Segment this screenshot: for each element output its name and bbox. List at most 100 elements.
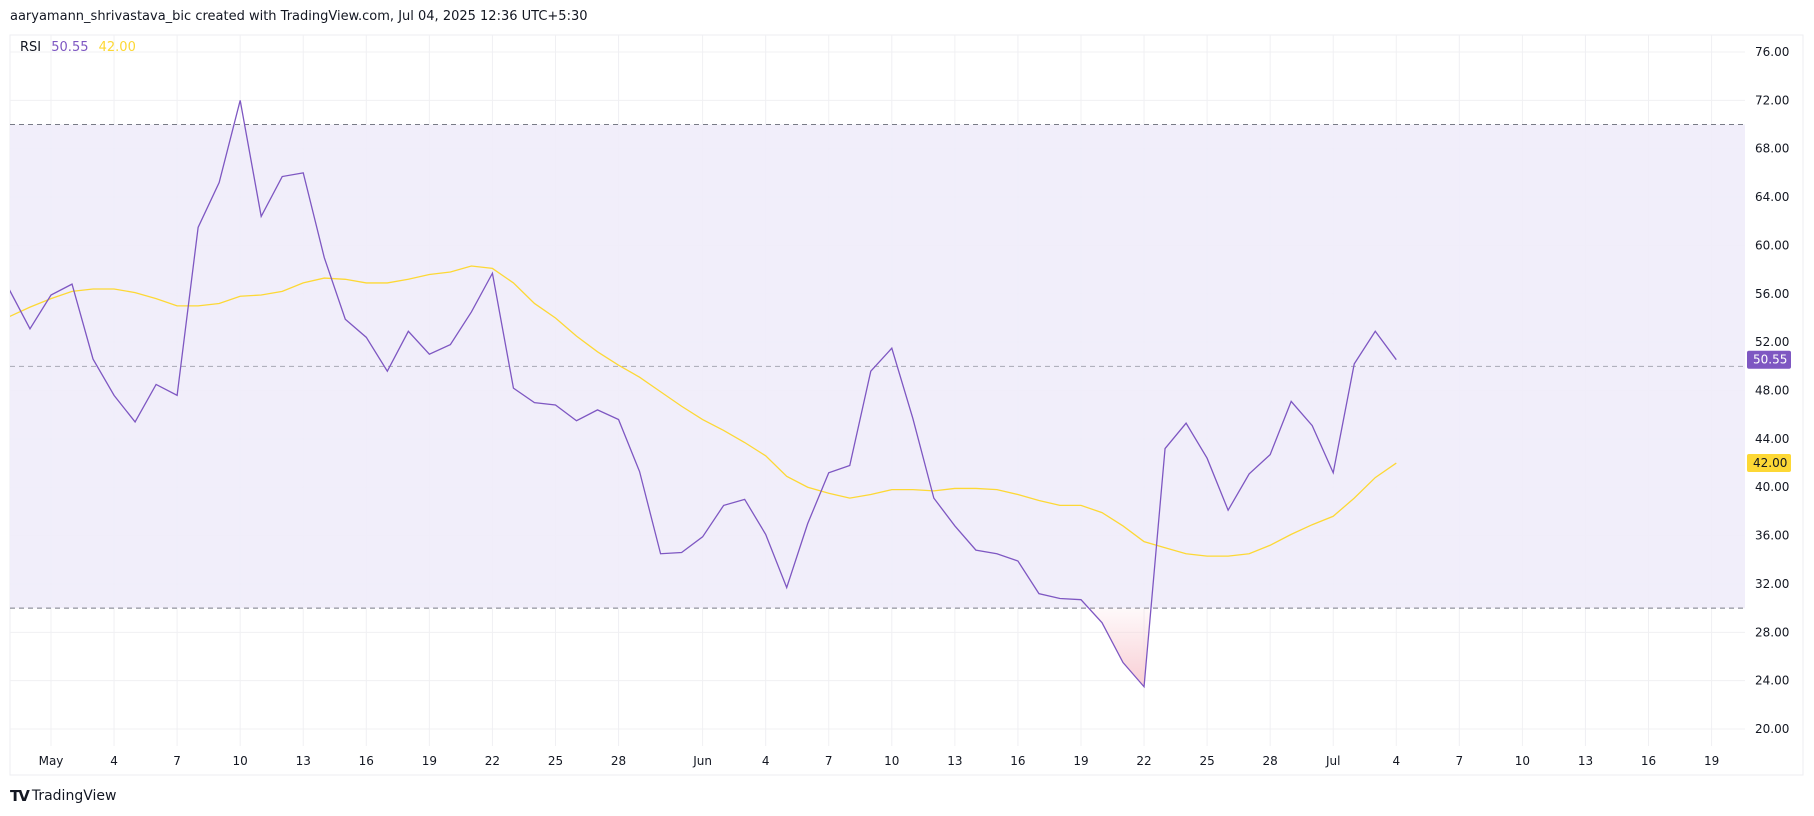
x-tick-label: 28 — [611, 754, 626, 768]
ma-point — [70, 289, 74, 293]
x-tick-label: 16 — [1010, 754, 1025, 768]
rsi-point — [953, 524, 957, 528]
ma-point — [743, 441, 747, 445]
rsi-point — [280, 175, 284, 179]
x-tick-label: 22 — [485, 754, 500, 768]
rsi-point — [827, 471, 831, 475]
y-tick-label: 72.00 — [1755, 93, 1789, 107]
ma-point — [91, 287, 95, 291]
rsi-point — [1331, 471, 1335, 475]
x-tick-label: 22 — [1136, 754, 1151, 768]
ma-series-line — [10, 265, 1397, 557]
x-tick-label: May — [39, 754, 64, 768]
indicator-legend[interactable]: RSI 50.55 42.00 — [20, 40, 142, 55]
rsi-point — [1121, 661, 1125, 665]
oversold-area — [1088, 608, 1151, 687]
ma-point — [806, 485, 810, 489]
brand-name: TradingView — [31, 788, 117, 804]
ma-point — [764, 454, 768, 458]
ma-point — [953, 486, 957, 490]
rsi-point — [385, 369, 389, 373]
ma-point — [553, 316, 557, 320]
rsi-point — [1352, 362, 1356, 366]
rsi-point — [932, 496, 936, 500]
x-tick-label: 25 — [548, 754, 563, 768]
chart-attribution: aaryamann_shrivastava_bic created with T… — [10, 9, 588, 24]
rsi-point — [869, 369, 873, 373]
rsi-point — [259, 214, 263, 218]
x-tick-label: 16 — [359, 754, 374, 768]
ma-point — [49, 297, 53, 301]
rsi-point — [1205, 456, 1209, 460]
x-tick-label: 4 — [1392, 754, 1400, 768]
ma-point — [1310, 523, 1314, 527]
ma-point — [1016, 492, 1020, 496]
y-tick-label: 40.00 — [1755, 480, 1789, 494]
ma-point — [490, 266, 494, 270]
ma-point — [1037, 499, 1041, 503]
rsi-value: 50.55 — [51, 40, 89, 55]
ma-point — [827, 491, 831, 495]
rsi-point — [511, 386, 515, 390]
rsi-point — [301, 171, 305, 175]
y-tick-label: 68.00 — [1755, 142, 1789, 156]
y-tick-label: 60.00 — [1755, 238, 1789, 252]
rsi-point — [638, 470, 642, 474]
x-tick-label: 19 — [1704, 754, 1719, 768]
y-tick-label: 48.00 — [1755, 384, 1789, 398]
y-tick-label: 56.00 — [1755, 287, 1789, 301]
x-tick-label: 10 — [1515, 754, 1530, 768]
rsi-point — [659, 552, 663, 556]
y-tick-label: 76.00 — [1755, 45, 1789, 59]
rsi-point — [1142, 685, 1146, 689]
ma-point — [722, 428, 726, 432]
rsi-point — [848, 463, 852, 467]
x-tick-label: 10 — [233, 754, 248, 768]
ma-point — [1100, 511, 1104, 515]
ma-point — [890, 488, 894, 492]
x-tick-label: 13 — [947, 754, 962, 768]
ma-point — [617, 363, 621, 367]
rsi-last-value-badge — [1747, 350, 1791, 369]
rsi-point — [911, 416, 915, 420]
ma-point — [217, 301, 221, 305]
rsi-point — [49, 293, 53, 297]
ma-point — [112, 287, 116, 291]
rsi-point — [1016, 559, 1020, 563]
rsi-point — [1058, 596, 1062, 600]
x-tick-label: 4 — [762, 754, 770, 768]
ma-point — [175, 304, 179, 308]
rsi-point — [469, 310, 473, 314]
y-tick-label: 20.00 — [1755, 722, 1789, 736]
rsi-point — [722, 503, 726, 507]
rsi-point — [701, 535, 705, 539]
y-tick-label: 36.00 — [1755, 529, 1789, 543]
ma-point — [1289, 532, 1293, 536]
x-tick-label: 4 — [110, 754, 118, 768]
x-tick-label: 19 — [422, 754, 437, 768]
ma-point — [196, 304, 200, 308]
ma-point — [1226, 554, 1230, 558]
ma-point — [638, 375, 642, 379]
rsi-point — [1037, 592, 1041, 596]
rsi-point — [154, 382, 158, 386]
x-tick-label: 13 — [1578, 754, 1593, 768]
ma-point — [995, 488, 999, 492]
footer: TV TradingView — [10, 787, 116, 805]
rsi-point — [28, 327, 32, 331]
ma-point — [785, 474, 789, 478]
rsi-point — [974, 548, 978, 552]
ma-point — [596, 350, 600, 354]
rsi-point — [343, 317, 347, 321]
rsi-point — [1163, 447, 1167, 451]
rsi-point — [490, 271, 494, 275]
ma-point — [932, 489, 936, 493]
ma-point — [1205, 554, 1209, 558]
rsi-point — [322, 256, 326, 260]
rsi-point — [406, 329, 410, 333]
ma-point — [301, 281, 305, 285]
y-tick-label: 44.00 — [1755, 432, 1789, 446]
rsi-point — [427, 352, 431, 356]
rsi-point — [175, 393, 179, 397]
